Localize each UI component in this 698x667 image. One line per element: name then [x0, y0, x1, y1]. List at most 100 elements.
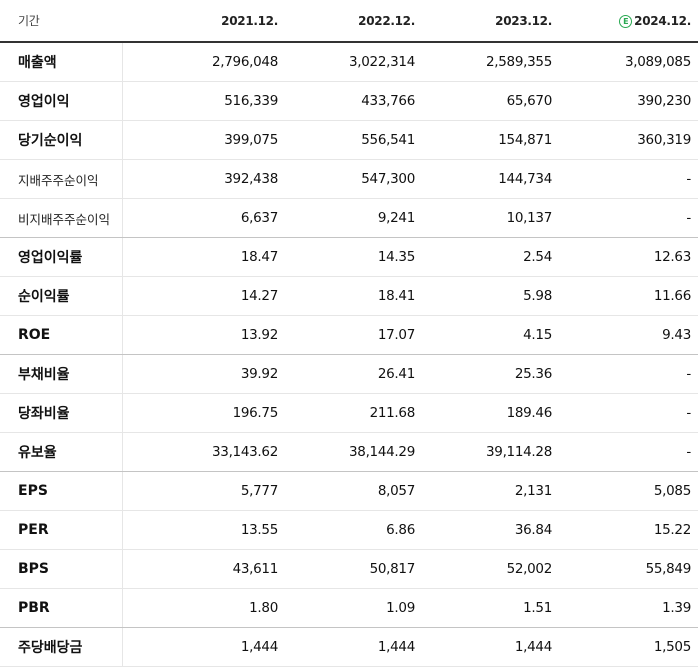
cell-value: 5.98: [422, 276, 559, 316]
estimate-badge-icon: E: [619, 14, 633, 28]
row-label: 주당배당금: [0, 627, 123, 667]
cell-value: 5,777: [122, 471, 285, 511]
cell-value: 2,796,048: [122, 42, 285, 82]
cell-value: 52,002: [422, 549, 559, 589]
row-label: PER: [0, 510, 123, 550]
cell-value: 1.80: [122, 588, 285, 628]
cell-value: 13.55: [122, 510, 285, 550]
cell-value: 3,022,314: [285, 42, 422, 82]
cell-value: 17.07: [285, 315, 422, 355]
row-label: 지배주주순이익: [0, 159, 123, 199]
cell-value: 1,505: [559, 627, 698, 667]
cell-value: 65,670: [422, 81, 559, 121]
cell-value: 390,230: [559, 81, 698, 121]
table-row: ROE 13.92 17.07 4.15 9.43: [0, 315, 698, 355]
cell-value: 516,339: [122, 81, 285, 121]
cell-value: 12.63: [559, 237, 698, 277]
cell-value: 433,766: [285, 81, 422, 121]
row-label: PBR: [0, 588, 123, 628]
cell-value: 55,849: [559, 549, 698, 589]
cell-value: 1.09: [285, 588, 422, 628]
cell-value: 154,871: [422, 120, 559, 160]
table-row: PBR 1.80 1.09 1.51 1.39: [0, 588, 698, 628]
row-label: 영업이익: [0, 81, 123, 121]
table-body: 매출액 2,796,048 3,022,314 2,589,355 3,089,…: [0, 42, 698, 667]
row-label: 매출액: [0, 42, 123, 82]
cell-value: 1.39: [559, 588, 698, 628]
cell-value: 360,319: [559, 120, 698, 160]
table-header: 기간 2021.12. 2022.12. 2023.12. E 2024.12.: [0, 0, 698, 43]
table-row: 영업이익률 18.47 14.35 2.54 12.63: [0, 237, 698, 277]
row-label: EPS: [0, 471, 123, 511]
cell-value: 9.43: [559, 315, 698, 355]
cell-value: 18.41: [285, 276, 422, 316]
row-label: 영업이익률: [0, 237, 123, 277]
cell-value: 547,300: [285, 159, 422, 199]
cell-value: -: [559, 159, 698, 199]
period-header-2023: 2023.12.: [422, 0, 559, 43]
cell-value: 1,444: [122, 627, 285, 667]
cell-value: 39.92: [122, 354, 285, 394]
row-label: 비지배주주순이익: [0, 198, 123, 238]
table-row: 유보율 33,143.62 38,144.29 39,114.28 -: [0, 432, 698, 472]
cell-value: 399,075: [122, 120, 285, 160]
table-row: 지배주주순이익 392,438 547,300 144,734 -: [0, 159, 698, 199]
period-header-2022: 2022.12.: [285, 0, 422, 43]
cell-value: 25.36: [422, 354, 559, 394]
cell-value: -: [559, 198, 698, 238]
table-row: BPS 43,611 50,817 52,002 55,849: [0, 549, 698, 589]
period-header-2024-label: 2024.12.: [634, 13, 691, 28]
cell-value: 10,137: [422, 198, 559, 238]
cell-value: 211.68: [285, 393, 422, 433]
row-label: 당기순이익: [0, 120, 123, 160]
cell-value: 43,611: [122, 549, 285, 589]
cell-value: 4.15: [422, 315, 559, 355]
cell-value: 5,085: [559, 471, 698, 511]
row-label: ROE: [0, 315, 123, 355]
cell-value: 2,131: [422, 471, 559, 511]
cell-value: 18.47: [122, 237, 285, 277]
row-label: 순이익률: [0, 276, 123, 316]
cell-value: 36.84: [422, 510, 559, 550]
cell-value: 1.51: [422, 588, 559, 628]
cell-value: 9,241: [285, 198, 422, 238]
cell-value: 196.75: [122, 393, 285, 433]
cell-value: 33,143.62: [122, 432, 285, 472]
cell-value: 26.41: [285, 354, 422, 394]
cell-value: 13.92: [122, 315, 285, 355]
table-row: 순이익률 14.27 18.41 5.98 11.66: [0, 276, 698, 316]
cell-value: 15.22: [559, 510, 698, 550]
cell-value: 6.86: [285, 510, 422, 550]
cell-value: 2,589,355: [422, 42, 559, 82]
table-row: 비지배주주순이익 6,637 9,241 10,137 -: [0, 198, 698, 238]
table-row: 매출액 2,796,048 3,022,314 2,589,355 3,089,…: [0, 42, 698, 82]
cell-value: 6,637: [122, 198, 285, 238]
cell-value: 3,089,085: [559, 42, 698, 82]
cell-value: 14.27: [122, 276, 285, 316]
table-row: 부채비율 39.92 26.41 25.36 -: [0, 354, 698, 394]
period-header-label: 기간: [0, 0, 122, 43]
cell-value: -: [559, 393, 698, 433]
cell-value: 8,057: [285, 471, 422, 511]
table-row: 당기순이익 399,075 556,541 154,871 360,319: [0, 120, 698, 160]
cell-value: 14.35: [285, 237, 422, 277]
cell-value: 11.66: [559, 276, 698, 316]
table-row: EPS 5,777 8,057 2,131 5,085: [0, 471, 698, 511]
cell-value: -: [559, 354, 698, 394]
table-row: 당좌비율 196.75 211.68 189.46 -: [0, 393, 698, 433]
row-label: 당좌비율: [0, 393, 123, 433]
cell-value: 1,444: [285, 627, 422, 667]
row-label: 유보율: [0, 432, 123, 472]
table-row: PER 13.55 6.86 36.84 15.22: [0, 510, 698, 550]
cell-value: 189.46: [422, 393, 559, 433]
row-label: 부채비율: [0, 354, 123, 394]
header-row: 기간 2021.12. 2022.12. 2023.12. E 2024.12.: [0, 0, 698, 43]
row-label: BPS: [0, 549, 123, 589]
table-row: 주당배당금 1,444 1,444 1,444 1,505: [0, 627, 698, 667]
table-row: 영업이익 516,339 433,766 65,670 390,230: [0, 81, 698, 121]
cell-value: 556,541: [285, 120, 422, 160]
cell-value: -: [559, 432, 698, 472]
cell-value: 2.54: [422, 237, 559, 277]
cell-value: 392,438: [122, 159, 285, 199]
